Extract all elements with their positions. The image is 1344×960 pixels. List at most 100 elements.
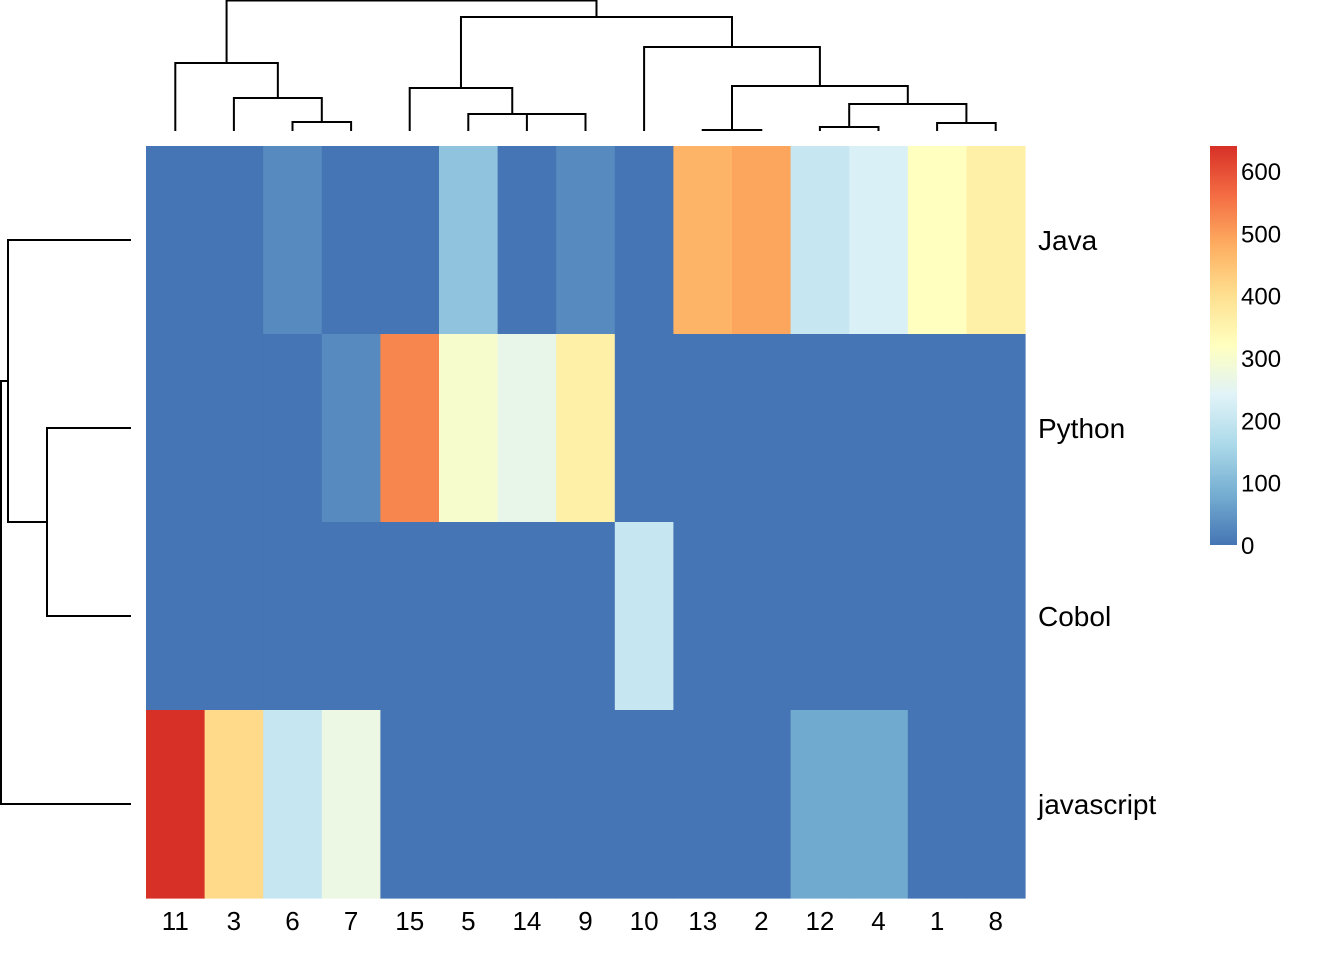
row-label: Python xyxy=(1038,413,1125,444)
heatmap-cell-Java-6 xyxy=(263,146,323,335)
row-labels: Java Python Cobol javascript xyxy=(1037,225,1156,820)
heatmap-cell-Cobol-7 xyxy=(321,522,381,711)
heatmap-cell-javascript-9 xyxy=(556,710,616,899)
dendrogram-branch xyxy=(936,122,997,131)
heatmap-cell-Cobol-13 xyxy=(673,522,733,711)
heatmap-cell-Java-13 xyxy=(673,146,733,335)
column-label: 5 xyxy=(461,906,475,936)
heatmap-cell-Cobol-3 xyxy=(204,522,264,711)
heatmap-cell-javascript-8 xyxy=(966,710,1026,899)
heatmap-cell-javascript-11 xyxy=(146,710,206,899)
heatmap-cell-Python-9 xyxy=(556,334,616,523)
heatmap-cell-Cobol-15 xyxy=(380,522,440,711)
heatmap-cell-Python-15 xyxy=(380,334,440,523)
column-label: 11 xyxy=(162,906,189,936)
heatmap-cell-Python-1 xyxy=(907,334,967,523)
heatmap-cell-Python-10 xyxy=(614,334,674,523)
heatmap-cell-Python-12 xyxy=(790,334,850,523)
heatmap-cell-Cobol-10 xyxy=(614,522,674,711)
column-label: 9 xyxy=(578,906,592,936)
heatmap-cell-javascript-14 xyxy=(497,710,557,899)
heatmap-cell-Java-14 xyxy=(497,146,557,335)
row-label: Java xyxy=(1038,225,1098,256)
dendrogram-branch xyxy=(459,16,733,88)
dendrogram-branch xyxy=(731,85,909,130)
colorbar-tick-label: 200 xyxy=(1241,408,1281,435)
heatmap-cell-Python-2 xyxy=(732,334,792,523)
column-label: 8 xyxy=(988,906,1002,936)
dendrogram-branch xyxy=(291,121,353,131)
heatmap-cell-Python-14 xyxy=(497,334,557,523)
heatmap-cell-Java-10 xyxy=(614,146,674,335)
heatmap-cell-Cobol-4 xyxy=(849,522,909,711)
column-label: 7 xyxy=(344,906,358,936)
row-label: Cobol xyxy=(1038,601,1111,632)
dendrogram-branch xyxy=(0,380,131,805)
heatmap-cell-javascript-7 xyxy=(321,710,381,899)
heatmap-cell-javascript-4 xyxy=(849,710,909,899)
heatmap-cell-Python-13 xyxy=(673,334,733,523)
heatmap-cell-Java-11 xyxy=(146,146,206,335)
colorbar-tick-label: 400 xyxy=(1241,284,1281,311)
heatmap-cell-Python-5 xyxy=(439,334,499,523)
heatmap-cell-Python-8 xyxy=(966,334,1026,523)
heatmap-cell-javascript-6 xyxy=(263,710,323,899)
heatmap-cell-Cobol-5 xyxy=(439,522,499,711)
colorbar-tick-label: 600 xyxy=(1241,159,1281,186)
column-label: 4 xyxy=(871,906,885,936)
heatmap-cell-javascript-10 xyxy=(614,710,674,899)
heatmap-cell-javascript-5 xyxy=(439,710,499,899)
dendrogram-branch xyxy=(408,87,514,131)
dendrogram-branch xyxy=(467,113,557,131)
heatmap-cell-Java-12 xyxy=(790,146,850,335)
column-label: 10 xyxy=(630,906,659,936)
heatmap-cell-Cobol-6 xyxy=(263,522,323,711)
row-dendrogram xyxy=(0,239,131,805)
heatmap-cell-Python-4 xyxy=(849,334,909,523)
colorbar-tick-label: 300 xyxy=(1241,346,1281,373)
dendrogram-branch xyxy=(818,126,880,131)
dendrogram-branch xyxy=(225,0,598,63)
heatmap-cell-javascript-15 xyxy=(380,710,440,899)
heatmap-cell-Java-7 xyxy=(321,146,381,335)
heatmap-cell-javascript-2 xyxy=(732,710,792,899)
heatmap-cell-Cobol-12 xyxy=(790,522,850,711)
heatmap-cell-Cobol-8 xyxy=(966,522,1026,711)
heatmap-cells xyxy=(146,146,1026,899)
dendrogram-branch xyxy=(7,239,131,523)
dendrogram-branch xyxy=(525,113,587,131)
heatmap-cell-Java-9 xyxy=(556,146,616,335)
heatmap-cell-javascript-13 xyxy=(673,710,733,899)
heatmap-cell-Cobol-2 xyxy=(732,522,792,711)
column-dendrogram xyxy=(174,0,997,131)
heatmap-cell-javascript-12 xyxy=(790,710,850,899)
column-label: 3 xyxy=(227,906,241,936)
colorbar-tick-label: 0 xyxy=(1241,533,1254,560)
heatmap-cell-Cobol-1 xyxy=(907,522,967,711)
heatmap-cell-Cobol-9 xyxy=(556,522,616,711)
column-label: 1 xyxy=(930,906,944,936)
heatmap-cell-Java-5 xyxy=(439,146,499,335)
heatmap-cell-Java-8 xyxy=(966,146,1026,335)
heatmap-cell-javascript-3 xyxy=(204,710,264,899)
heatmap-cell-Java-3 xyxy=(204,146,264,335)
heatmap-cell-Java-4 xyxy=(849,146,909,335)
heatmap-cell-Java-2 xyxy=(732,146,792,335)
heatmap-cell-Python-7 xyxy=(321,334,381,523)
dendrogram-branch xyxy=(46,427,131,617)
heatmap-cell-Java-15 xyxy=(380,146,440,335)
heatmap-cell-Python-11 xyxy=(146,334,206,523)
color-legend: 0 100 200 300 400 500 600 xyxy=(1210,146,1281,560)
heatmap-cell-Java-1 xyxy=(907,146,967,335)
dendrogram-branch xyxy=(701,129,763,131)
column-label: 15 xyxy=(395,906,424,936)
column-label: 14 xyxy=(512,906,541,936)
heatmap-cell-Python-6 xyxy=(263,334,323,523)
colorbar-tick-label: 100 xyxy=(1241,471,1281,498)
dendrogram-branch xyxy=(232,97,323,131)
heatmap-cell-Cobol-14 xyxy=(497,522,557,711)
row-label: javascript xyxy=(1037,789,1156,820)
column-label: 6 xyxy=(285,906,299,936)
colorbar xyxy=(1210,146,1237,545)
